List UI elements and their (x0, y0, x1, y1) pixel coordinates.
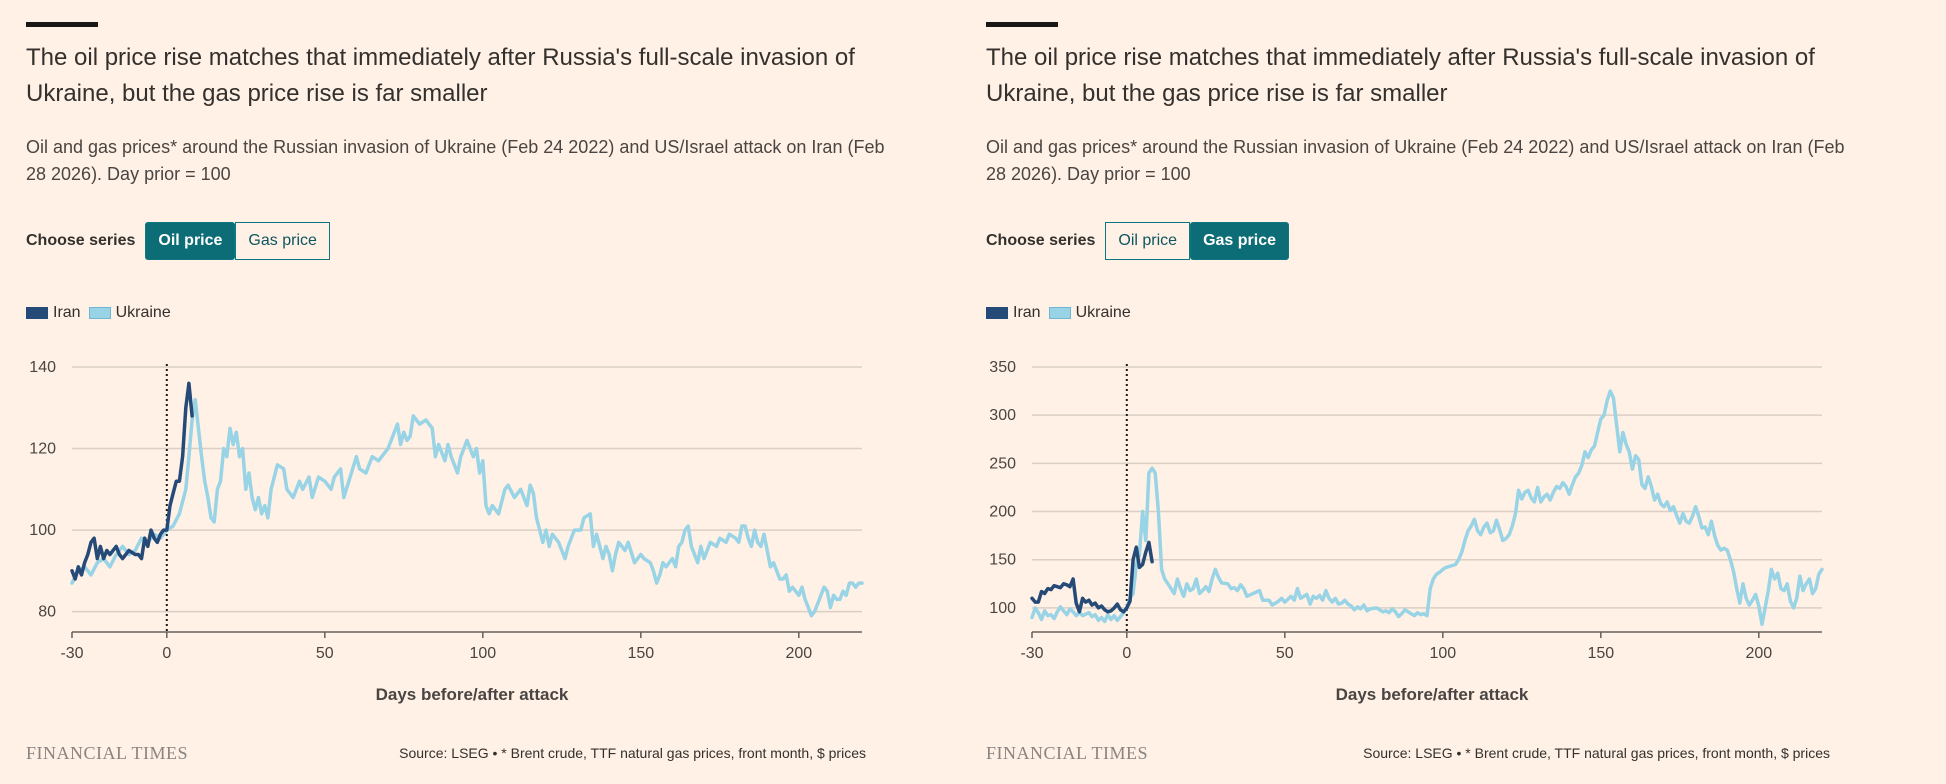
x-tick-label: -30 (60, 645, 83, 662)
legend-label-iran: Iran (1013, 304, 1041, 321)
legend-swatch-ukraine (1048, 307, 1071, 319)
chart-title: The oil price rise matches that immediat… (986, 44, 1815, 107)
gas-price-chart: 100 150 200 250 300 350 -30 0 50 100 150 200 Days be… (989, 359, 1824, 704)
series-line-iran (1030, 540, 1154, 614)
x-tick-label: 0 (1122, 645, 1131, 662)
x-tick-label: 100 (469, 645, 496, 662)
chooser-label: Choose series (26, 232, 136, 249)
chart-subtitle: Oil and gas prices* around the Russian i… (26, 137, 885, 184)
y-tick-label: 140 (29, 359, 56, 376)
y-tick-label: 100 (29, 522, 56, 539)
legend-swatch-iran (986, 307, 1008, 319)
x-tick-label: 150 (627, 645, 654, 662)
legend-label-iran: Iran (53, 304, 81, 321)
legend: Iran Ukraine (986, 304, 1139, 322)
y-tick-label: 350 (989, 359, 1016, 376)
series-line-ukraine (1030, 389, 1824, 627)
oil-price-chart: 80 100 120 140 -30 0 50 100 150 200 Days before/af… (29, 359, 864, 704)
legend-label-ukraine: Ukraine (115, 304, 171, 321)
x-axis-label: Days before/after attack (1336, 685, 1529, 704)
x-tick-label: 150 (1587, 645, 1614, 662)
y-tick-label: 120 (29, 441, 56, 458)
y-tick-label: 100 (989, 600, 1016, 617)
x-tick-label: 200 (785, 645, 812, 662)
x-tick-label: 100 (1429, 645, 1456, 662)
top-rule (26, 22, 98, 27)
chart-subtitle: Oil and gas prices* around the Russian i… (986, 137, 1845, 184)
legend-swatch-iran (26, 307, 48, 319)
x-tick-label: 50 (1276, 645, 1294, 662)
series-chooser: Choose series Oil price Gas price (986, 221, 1290, 261)
legend-item-ukraine: Ukraine (1048, 304, 1131, 322)
source-note: Source: LSEG • * Brent crude, TTF natura… (1363, 745, 1830, 761)
y-tick-label: 250 (989, 455, 1016, 472)
ft-logo: FINANCIAL TIMES (26, 743, 189, 763)
series-line-ukraine (70, 397, 864, 618)
oil-price-button[interactable]: Oil price (1105, 222, 1191, 260)
legend-item-iran: Iran (986, 304, 1041, 322)
x-axis-label: Days before/after attack (376, 685, 569, 704)
legend-item-ukraine: Ukraine (88, 304, 171, 322)
x-tick-label: 0 (162, 645, 171, 662)
chart-title: The oil price rise matches that immediat… (26, 44, 855, 107)
top-rule (986, 22, 1058, 27)
gas-price-panel: The oil price rise matches that immediat… (960, 0, 1900, 784)
gas-price-button[interactable]: Gas price (235, 222, 330, 260)
y-tick-label: 80 (38, 604, 56, 621)
series-chooser: Choose series Oil price Gas price (26, 221, 330, 261)
chooser-label: Choose series (986, 232, 1096, 249)
legend: Iran Ukraine (26, 304, 179, 322)
series-line-iran (70, 381, 194, 581)
legend-item-iran: Iran (26, 304, 81, 322)
y-tick-label: 150 (989, 552, 1016, 569)
x-tick-label: 50 (316, 645, 334, 662)
legend-label-ukraine: Ukraine (1075, 304, 1131, 321)
y-tick-label: 300 (989, 407, 1016, 424)
x-tick-label: 200 (1745, 645, 1772, 662)
oil-price-panel: The oil price rise matches that immediat… (0, 0, 940, 784)
y-tick-label: 200 (989, 504, 1016, 521)
ft-logo: FINANCIAL TIMES (986, 743, 1149, 763)
legend-swatch-ukraine (88, 307, 111, 319)
oil-price-button[interactable]: Oil price (145, 222, 236, 260)
source-note: Source: LSEG • * Brent crude, TTF natura… (399, 745, 866, 761)
x-tick-label: -30 (1020, 645, 1043, 662)
gas-price-button[interactable]: Gas price (1190, 222, 1290, 260)
